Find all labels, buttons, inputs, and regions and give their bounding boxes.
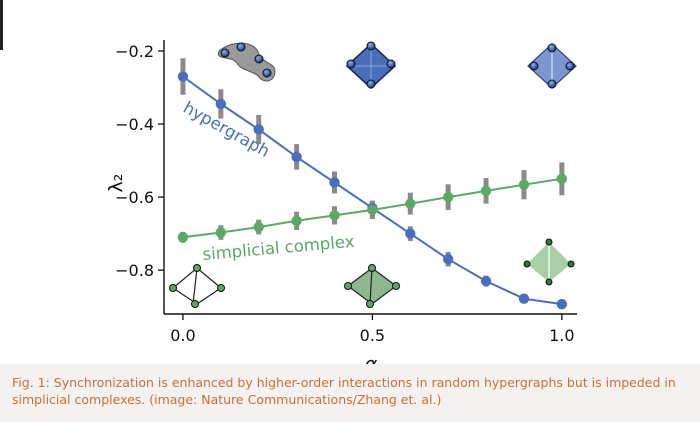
lambda-vs-alpha-chart: −0.2−0.4−0.6−0.8 0.0 0.5 1.0 λ₂ α hypergra… [105,40,577,364]
axes [163,40,577,315]
point-simplicial [329,210,340,221]
caption-box: Fig. 1: Synchronization is enhanced by h… [0,364,700,422]
point-simplicial [480,185,492,197]
point-hypergraph [177,71,189,82]
point-simplicial [177,232,189,243]
x-tick-label: 1.0 [549,326,574,345]
point-hypergraph [518,293,530,304]
y-tick-label: −0.6 [115,188,154,207]
series-label-simplicial: simplicial complex [202,232,356,264]
point-hypergraph [480,275,492,287]
point-simplicial [215,227,227,238]
y-tick-label: −0.2 [115,42,154,61]
point-hypergraph [253,124,264,135]
simplicial-diagram-left [169,264,225,308]
x-tick-label: 0.5 [360,326,385,345]
corner-line [0,0,3,50]
point-hypergraph [291,151,302,163]
point-hypergraph [215,98,227,110]
simplicial-diagram-right [523,238,575,286]
x-axis-label: α [365,353,378,364]
hypergraph-diagram-middle [345,41,397,90]
point-simplicial [405,198,416,209]
figure-caption: Fig. 1: Synchronization is enhanced by h… [12,375,676,407]
point-simplicial [518,179,530,190]
point-simplicial [367,204,378,216]
point-hypergraph [556,298,568,310]
point-simplicial [556,173,568,185]
x-ticks: 0.0 0.5 1.0 [170,314,575,345]
point-simplicial [442,191,454,203]
point-simplicial [253,221,264,233]
hypergraph-diagram-right [527,43,577,89]
point-hypergraph [329,177,340,188]
y-tick-label: −0.4 [115,115,154,134]
point-hypergraph [405,228,416,239]
x-tick-label: 0.0 [170,326,195,345]
series-points [177,71,568,310]
simplicial-diagram-middle [344,264,400,308]
hypergraph-diagram-left [217,42,276,82]
y-ticks: −0.2 −0.4 −0.6 −0.8 [115,42,164,280]
point-hypergraph [442,254,454,265]
point-simplicial [291,215,302,227]
y-tick-label: −0.8 [115,261,154,280]
y-axis-label: λ₂ [105,174,127,193]
